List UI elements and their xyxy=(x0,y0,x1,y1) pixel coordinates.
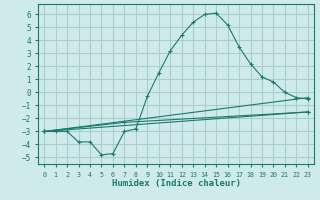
X-axis label: Humidex (Indice chaleur): Humidex (Indice chaleur) xyxy=(111,179,241,188)
